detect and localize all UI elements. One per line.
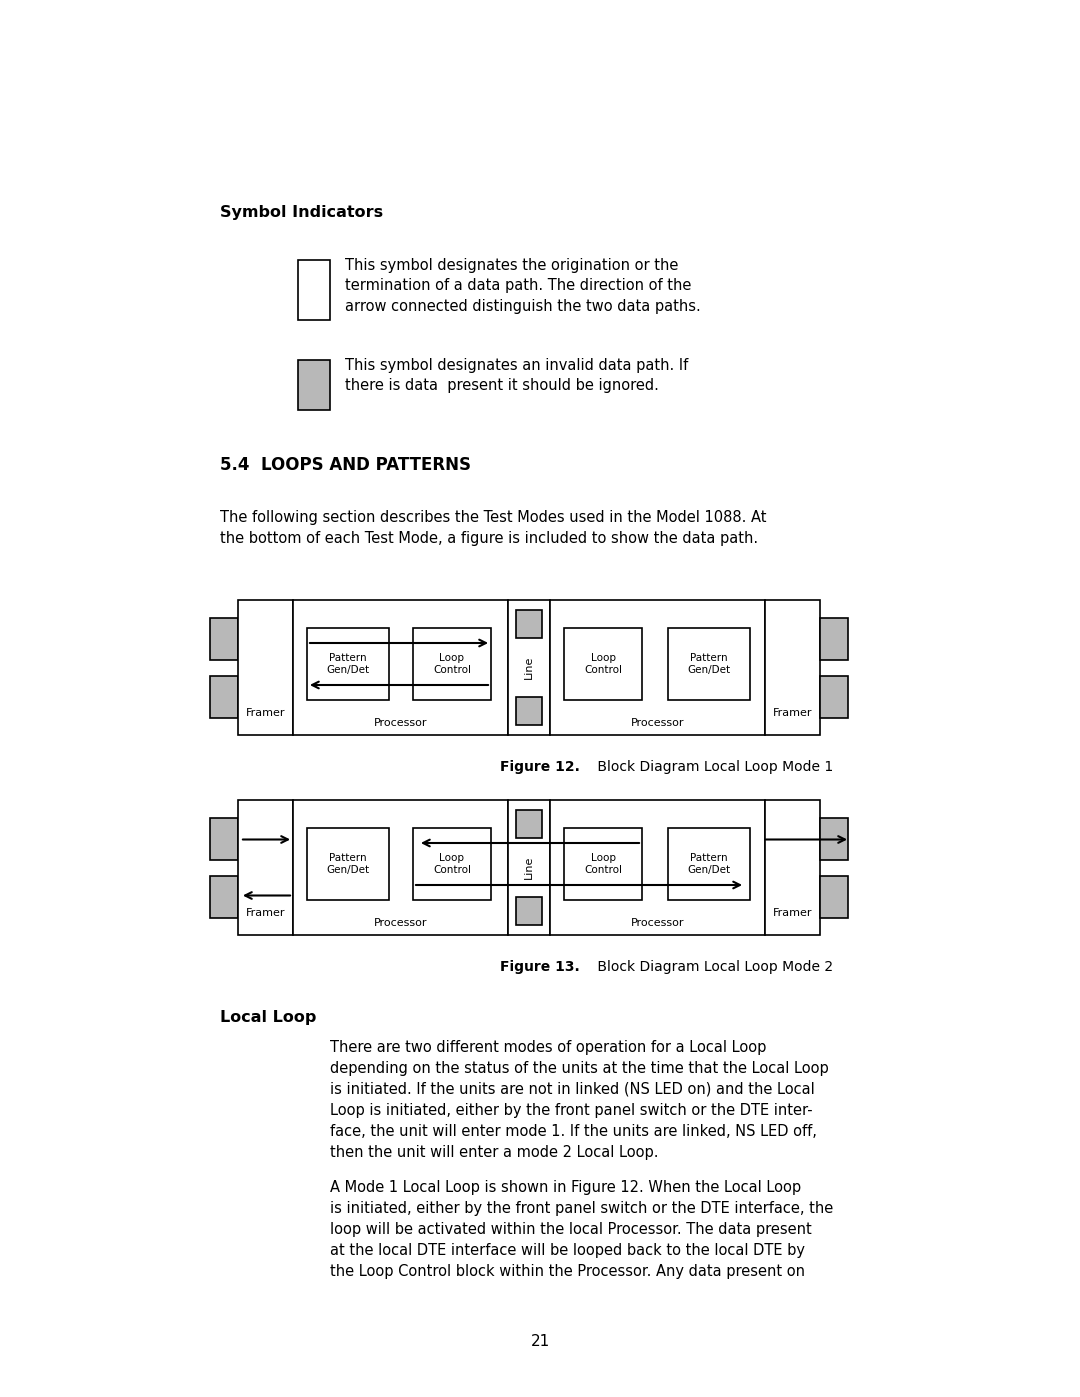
Text: There are two different modes of operation for a Local Loop
depending on the sta: There are two different modes of operati… <box>330 1039 828 1160</box>
Text: 21: 21 <box>530 1334 550 1350</box>
Bar <box>820 817 848 859</box>
Bar <box>238 800 293 935</box>
Text: Figure 12.: Figure 12. <box>500 760 580 774</box>
Text: Pattern
Gen/Det: Pattern Gen/Det <box>688 854 730 875</box>
Bar <box>765 800 820 935</box>
Bar <box>820 876 848 918</box>
Bar <box>293 599 508 735</box>
Bar <box>820 676 848 718</box>
Bar <box>210 876 238 918</box>
Bar <box>550 800 765 935</box>
Bar <box>564 828 642 900</box>
Text: Loop
Control: Loop Control <box>584 654 622 675</box>
Bar <box>210 617 238 659</box>
Bar <box>508 599 550 735</box>
Bar <box>669 629 750 700</box>
Text: Loop
Control: Loop Control <box>433 654 471 675</box>
Text: Processor: Processor <box>374 718 428 728</box>
Bar <box>765 599 820 735</box>
Text: Processor: Processor <box>631 918 685 928</box>
Text: 5.4  LOOPS AND PATTERNS: 5.4 LOOPS AND PATTERNS <box>220 455 471 474</box>
Text: Pattern
Gen/Det: Pattern Gen/Det <box>688 654 730 675</box>
Text: Processor: Processor <box>631 718 685 728</box>
Bar <box>298 360 330 409</box>
Bar <box>669 828 750 900</box>
Text: Line: Line <box>524 856 534 879</box>
Bar <box>508 800 550 935</box>
Text: Loop
Control: Loop Control <box>584 854 622 875</box>
Text: Figure 13.: Figure 13. <box>500 960 580 974</box>
Bar <box>238 599 293 735</box>
Bar <box>293 800 508 935</box>
Text: Symbol Indicators: Symbol Indicators <box>220 205 383 219</box>
Text: Block Diagram Local Loop Mode 2: Block Diagram Local Loop Mode 2 <box>593 960 833 974</box>
Text: This symbol designates an invalid data path. If
there is data  present it should: This symbol designates an invalid data p… <box>345 358 688 394</box>
Text: Framer: Framer <box>246 908 285 918</box>
Text: Block Diagram Local Loop Mode 1: Block Diagram Local Loop Mode 1 <box>593 760 834 774</box>
Bar <box>516 610 542 638</box>
Bar <box>307 828 389 900</box>
Text: The following section describes the Test Modes used in the Model 1088. At
the bo: The following section describes the Test… <box>220 510 767 546</box>
Bar <box>820 617 848 659</box>
Bar <box>210 676 238 718</box>
Text: Pattern
Gen/Det: Pattern Gen/Det <box>326 654 369 675</box>
Text: A Mode 1 Local Loop is shown in Figure 12. When the Local Loop
is initiated, eit: A Mode 1 Local Loop is shown in Figure 1… <box>330 1180 834 1280</box>
Text: Processor: Processor <box>374 918 428 928</box>
Bar <box>550 599 765 735</box>
Text: Framer: Framer <box>773 708 812 718</box>
Text: Framer: Framer <box>773 908 812 918</box>
Text: Framer: Framer <box>246 708 285 718</box>
Text: This symbol designates the origination or the
termination of a data path. The di: This symbol designates the origination o… <box>345 258 701 314</box>
Bar <box>298 260 330 320</box>
Bar <box>413 828 491 900</box>
Bar <box>516 810 542 838</box>
Bar <box>516 897 542 925</box>
Bar <box>564 629 642 700</box>
Bar <box>210 817 238 859</box>
Bar <box>516 697 542 725</box>
Bar <box>307 629 389 700</box>
Text: Loop
Control: Loop Control <box>433 854 471 875</box>
Text: Pattern
Gen/Det: Pattern Gen/Det <box>326 854 369 875</box>
Text: Line: Line <box>524 655 534 679</box>
Text: Local Loop: Local Loop <box>220 1010 316 1025</box>
Bar <box>413 629 491 700</box>
